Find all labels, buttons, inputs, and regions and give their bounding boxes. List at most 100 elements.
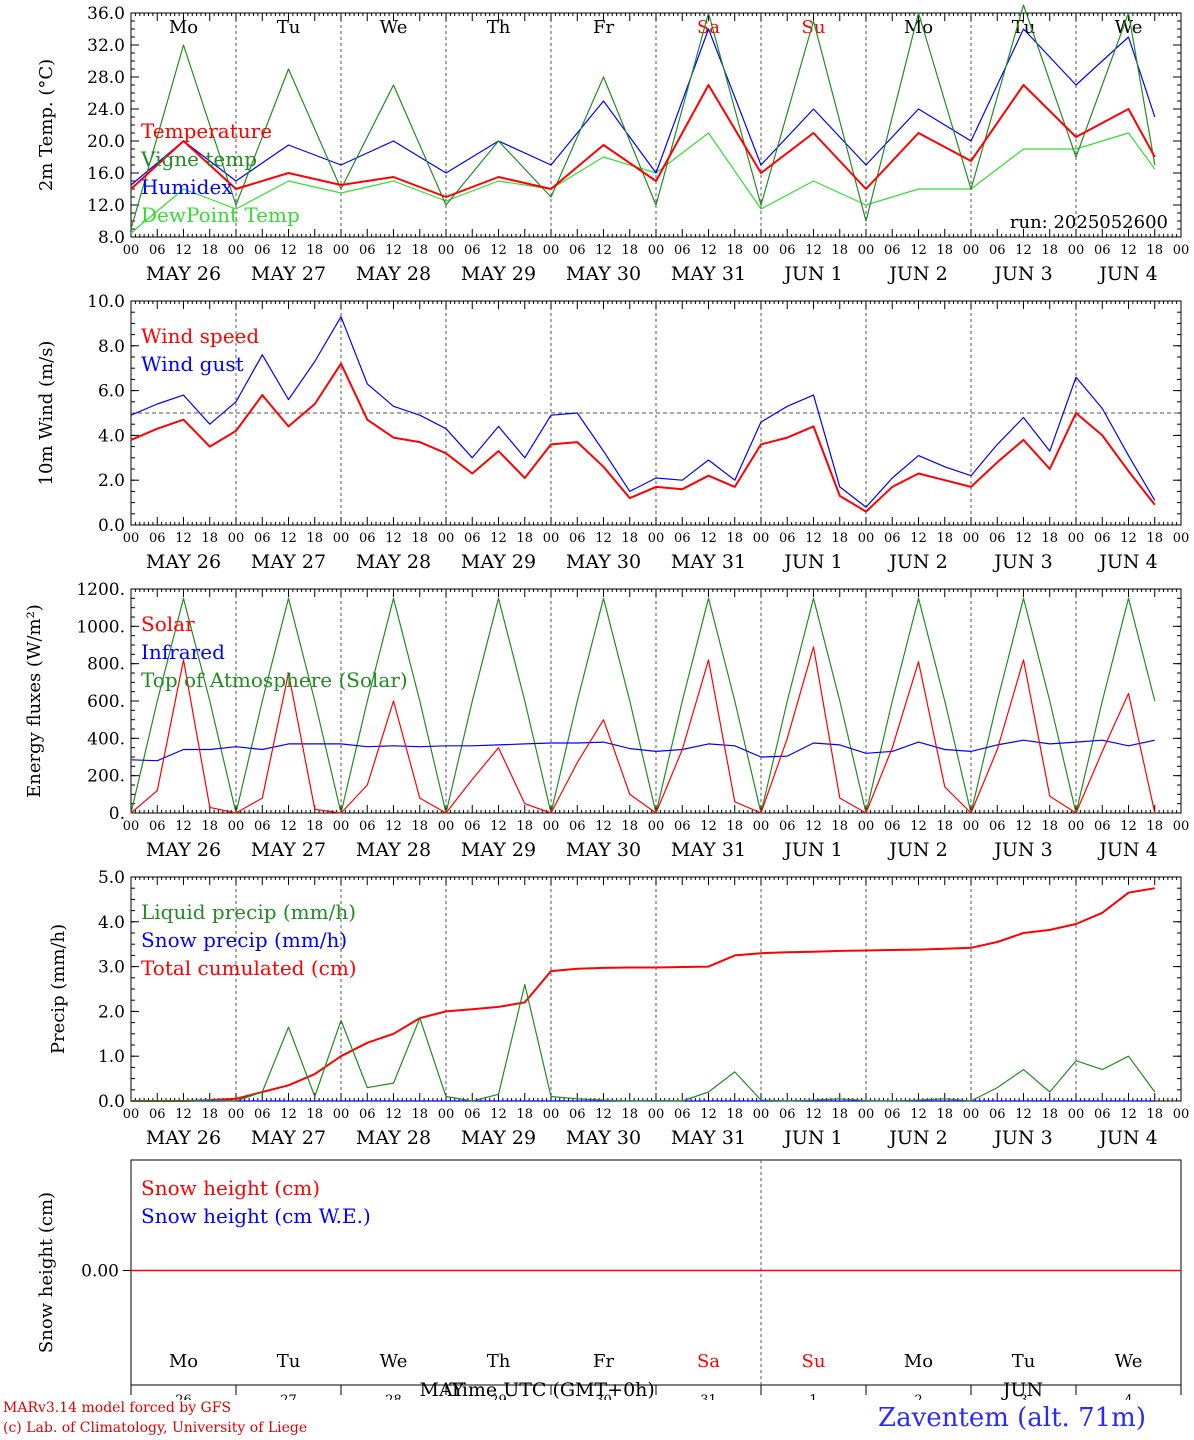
hour-tick-label: 12 (1015, 243, 1032, 258)
hour-tick-label: 18 (1146, 243, 1163, 258)
hour-tick-label: 12 (910, 531, 927, 546)
meteogram: 00 06 12 18 00 06 12 18 00 06 12 18 00 06 12 18 00 06 12 18… (24, 4, 1190, 1400)
hour-tick-label: 12 (175, 1107, 192, 1122)
weekday-label: Mo (904, 1351, 933, 1372)
station-name: Zaventem (alt. 71m) (878, 1403, 1146, 1433)
hour-tick-label: 18 (1146, 819, 1163, 834)
y-tick-label: 1200. (76, 580, 125, 600)
hour-tick-label: 06 (464, 243, 481, 258)
hour-tick-label: 12 (175, 819, 192, 834)
hour-tick-label: 18 (201, 1107, 218, 1122)
hour-tick-label: 00 (123, 243, 140, 258)
day-number-label: 30 (595, 1393, 612, 1400)
y-tick-label: 24.0 (87, 100, 125, 120)
hour-tick-label: 12 (805, 1107, 822, 1122)
panel-wind: 00 06 12 18 00 06 12 18 00 06 12 18 00 06 12 18 00 06 12 18… (36, 292, 1189, 573)
panel-energy: 00 06 12 18 00 06 12 18 00 06 12 18 00 06 12 18 00 06 12 18… (24, 580, 1189, 861)
hour-tick-label: 12 (595, 1107, 612, 1122)
y-tick-label: 16.0 (87, 164, 125, 184)
date-label: MAY 27 (251, 839, 326, 861)
hour-tick-label: 06 (779, 531, 796, 546)
legend-entry: Solar (141, 612, 195, 636)
hour-tick-label: 00 (543, 531, 560, 546)
hour-tick-label: 00 (1173, 819, 1190, 834)
hour-tick-label: 06 (884, 819, 901, 834)
hour-tick-label: 12 (1120, 243, 1137, 258)
hour-tick-label: 18 (621, 531, 638, 546)
hour-tick-label: 18 (831, 819, 848, 834)
hour-tick-label: 18 (306, 819, 323, 834)
hour-tick-label: 18 (516, 1107, 533, 1122)
hour-tick-label: 12 (1120, 819, 1137, 834)
hour-tick-label: 18 (831, 243, 848, 258)
date-label: MAY 30 (566, 551, 641, 573)
hour-tick-label: 12 (175, 531, 192, 546)
hour-tick-label: 12 (1120, 531, 1137, 546)
hour-tick-label: 06 (149, 819, 166, 834)
hour-tick-label: 06 (1094, 819, 1111, 834)
hour-tick-label: 06 (569, 1107, 586, 1122)
weekday-label: Mo (169, 1351, 198, 1372)
series-wind-speed (130, 362, 1156, 513)
date-label: JUN 1 (782, 1127, 842, 1149)
hour-tick-label: 06 (1094, 1107, 1111, 1122)
weekday-label: We (1115, 17, 1143, 38)
weekday-label: Fr (593, 1351, 614, 1372)
hour-tick-label: 00 (1173, 243, 1190, 258)
legend-entry: Humidex (141, 175, 233, 199)
weekday-label: Tu (1012, 1351, 1036, 1372)
hour-tick-label: 18 (831, 531, 848, 546)
hour-tick-label: 00 (858, 1107, 875, 1122)
hour-tick-label: 18 (201, 243, 218, 258)
hour-tick-label: 00 (753, 819, 770, 834)
y-tick-label: 1.0 (98, 1047, 125, 1067)
hour-tick-label: 18 (1146, 1107, 1163, 1122)
hour-tick-label: 06 (674, 531, 691, 546)
day-number-label: 3 (1019, 1393, 1027, 1400)
hour-tick-label: 06 (569, 819, 586, 834)
day-number-label: 31 (700, 1393, 717, 1400)
date-label: JUN 4 (1097, 263, 1157, 285)
hour-tick-label: 18 (306, 531, 323, 546)
date-label: MAY 27 (251, 1127, 326, 1149)
hour-tick-label: 06 (254, 243, 271, 258)
weekday-label: Tu (277, 17, 301, 38)
legend-entry: Snow height (cm) (141, 1176, 320, 1200)
hour-tick-label: 18 (936, 819, 953, 834)
hour-tick-label: 12 (700, 819, 717, 834)
y-tick-label: 0. (109, 804, 125, 824)
date-label: MAY 30 (566, 839, 641, 861)
date-label: JUN 3 (992, 839, 1052, 861)
hour-tick-label: 18 (1041, 243, 1058, 258)
hour-tick-label: 18 (516, 531, 533, 546)
date-label: JUN 1 (782, 263, 842, 285)
y-tick-label: 32.0 (87, 36, 125, 56)
hour-tick-label: 12 (595, 531, 612, 546)
hour-tick-label: 00 (648, 531, 665, 546)
x-axis-label: Time UTC (GMT+0h) (449, 1379, 655, 1400)
legend-entry: Temperature (141, 119, 272, 143)
weekday-label: We (380, 1351, 408, 1372)
y-tick-label: 36.0 (87, 4, 125, 24)
weekday-label: Mo (904, 17, 933, 38)
hour-tick-label: 00 (438, 1107, 455, 1122)
hour-tick-label: 06 (359, 1107, 376, 1122)
legend-entry: Total cumulated (cm) (141, 956, 357, 980)
legend-entry: Snow precip (mm/h) (141, 928, 347, 952)
hour-tick-label: 00 (753, 243, 770, 258)
hour-tick-label: 12 (1015, 531, 1032, 546)
hour-tick-label: 18 (1041, 819, 1058, 834)
y-tick-label: 1000. (76, 617, 125, 637)
legend-entry: Infrared (141, 640, 225, 664)
hour-tick-label: 06 (884, 531, 901, 546)
weekday-label: Tu (277, 1351, 301, 1372)
hour-tick-label: 00 (963, 243, 980, 258)
date-label: MAY 29 (461, 263, 536, 285)
hour-tick-label: 06 (464, 1107, 481, 1122)
hour-tick-label: 12 (595, 819, 612, 834)
weekday-label: Sa (697, 1351, 720, 1372)
hour-tick-label: 06 (254, 531, 271, 546)
hour-tick-label: 12 (910, 1107, 927, 1122)
date-label: MAY 30 (566, 263, 641, 285)
hour-tick-label: 12 (280, 1107, 297, 1122)
